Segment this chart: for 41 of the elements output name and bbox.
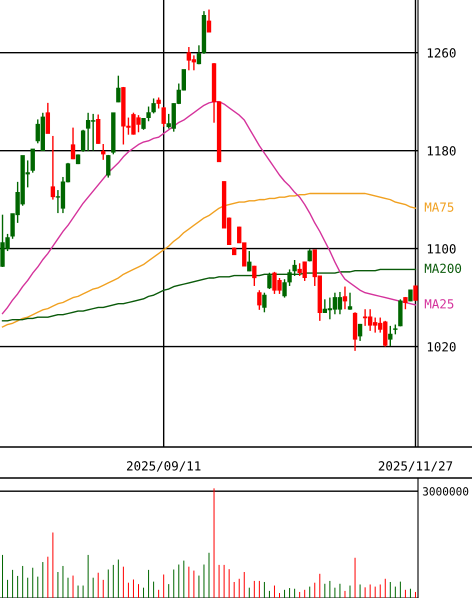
candlestick (156, 96, 161, 110)
y-tick-label: 1260 (428, 48, 456, 58)
candlestick (146, 106, 151, 122)
candlestick (393, 324, 398, 336)
candlestick (46, 102, 50, 134)
series-label: MA25 (424, 299, 454, 309)
candlestick (30, 148, 35, 174)
y-tick-label: 1020 (428, 342, 456, 352)
candlestick (106, 154, 110, 178)
candlestick (403, 296, 408, 310)
candlestick (267, 272, 272, 290)
candlestick (206, 8, 212, 34)
candlestick (70, 126, 76, 160)
candlestick (196, 44, 202, 65)
candlestick (308, 248, 312, 262)
candlestick (80, 129, 86, 153)
y-tick-label: 3000000 (422, 487, 468, 496)
candlestick (161, 106, 166, 128)
series-label: MA75 (424, 202, 454, 212)
x-tick-label: 2025/11/27 (378, 461, 452, 472)
candlestick (358, 323, 362, 342)
series-label: MA200 (424, 264, 462, 274)
candlestick (101, 143, 106, 161)
line-series (2, 100, 416, 314)
candlestick (96, 114, 100, 145)
candlestick (342, 286, 348, 310)
candlestick (151, 98, 156, 114)
candlestick (116, 74, 121, 103)
candlestick (247, 250, 252, 272)
line-series (2, 192, 416, 328)
candlestick (348, 292, 352, 311)
candlestick (388, 325, 392, 347)
candlestick (252, 265, 257, 287)
y-tick-label: 1100 (428, 244, 456, 254)
y-tick-label: 1180 (428, 146, 456, 156)
candlestick (257, 290, 262, 311)
candlestick (408, 288, 413, 302)
candlestick (141, 117, 146, 131)
x-tick-label: 2025/09/11 (126, 461, 200, 472)
candlestick (262, 292, 267, 313)
candlestick (50, 135, 56, 200)
